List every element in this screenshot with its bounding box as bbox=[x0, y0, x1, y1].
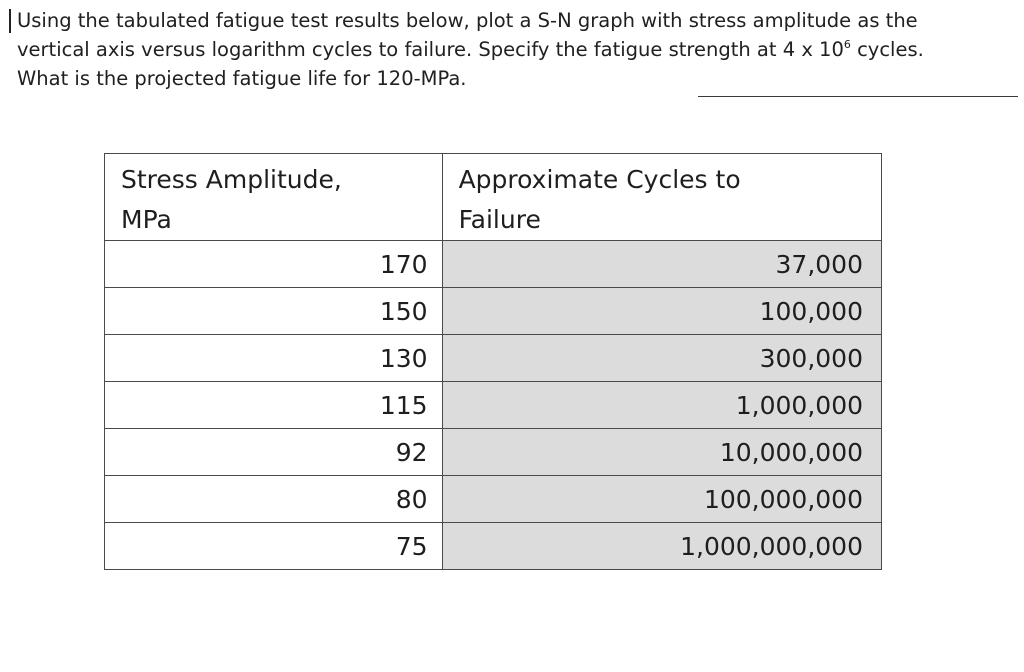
table-row: 150 100,000 bbox=[104, 287, 883, 335]
header-stress-amplitude: Stress Amplitude, MPa bbox=[104, 153, 443, 241]
table-header-row: Stress Amplitude, MPa Approximate Cycles… bbox=[104, 153, 883, 241]
cycles-cell: 37,000 bbox=[441, 240, 883, 288]
cycles-cell: 100,000 bbox=[441, 287, 883, 335]
stress-cell: 170 bbox=[104, 240, 443, 288]
cycles-cell: 1,000,000 bbox=[441, 381, 883, 429]
table-row: 92 10,000,000 bbox=[104, 428, 883, 476]
fatigue-data-table: Stress Amplitude, MPa Approximate Cycles… bbox=[104, 153, 883, 570]
stress-cell: 130 bbox=[104, 334, 443, 382]
cycles-cell: 300,000 bbox=[441, 334, 883, 382]
text-cursor bbox=[9, 9, 11, 33]
question-line-3: What is the projected fatigue life for 1… bbox=[17, 67, 467, 90]
table-row: 115 1,000,000 bbox=[104, 381, 883, 429]
cycles-cell: 10,000,000 bbox=[441, 428, 883, 476]
table-row: 80 100,000,000 bbox=[104, 475, 883, 523]
header-stress-line-2: MPa bbox=[121, 205, 172, 234]
header-cycles-line-2: Failure bbox=[458, 205, 541, 234]
header-stress-line-1: Stress Amplitude, bbox=[121, 165, 342, 194]
stress-cell: 92 bbox=[104, 428, 443, 476]
exponent: 6 bbox=[843, 38, 851, 51]
question-line-1: Using the tabulated fatigue test results… bbox=[17, 9, 918, 32]
stress-cell: 75 bbox=[104, 522, 443, 570]
cycles-cell: 1,000,000,000 bbox=[441, 522, 883, 570]
cycles-cell: 100,000,000 bbox=[441, 475, 883, 523]
stress-cell: 150 bbox=[104, 287, 443, 335]
question-line-2-end: cycles. bbox=[850, 38, 924, 61]
header-cycles-line-1: Approximate Cycles to bbox=[458, 165, 741, 194]
stress-cell: 115 bbox=[104, 381, 443, 429]
answer-blank-line bbox=[698, 96, 1018, 97]
table-row: 75 1,000,000,000 bbox=[104, 522, 883, 570]
table-row: 130 300,000 bbox=[104, 334, 883, 382]
header-cycles-to-failure: Approximate Cycles to Failure bbox=[441, 153, 883, 241]
stress-cell: 80 bbox=[104, 475, 443, 523]
table-row: 170 37,000 bbox=[104, 240, 883, 288]
question-line-2-main: vertical axis versus logarithm cycles to… bbox=[17, 38, 844, 61]
question-line-2: vertical axis versus logarithm cycles to… bbox=[17, 35, 1017, 64]
question-text: Using the tabulated fatigue test results… bbox=[17, 6, 1017, 93]
